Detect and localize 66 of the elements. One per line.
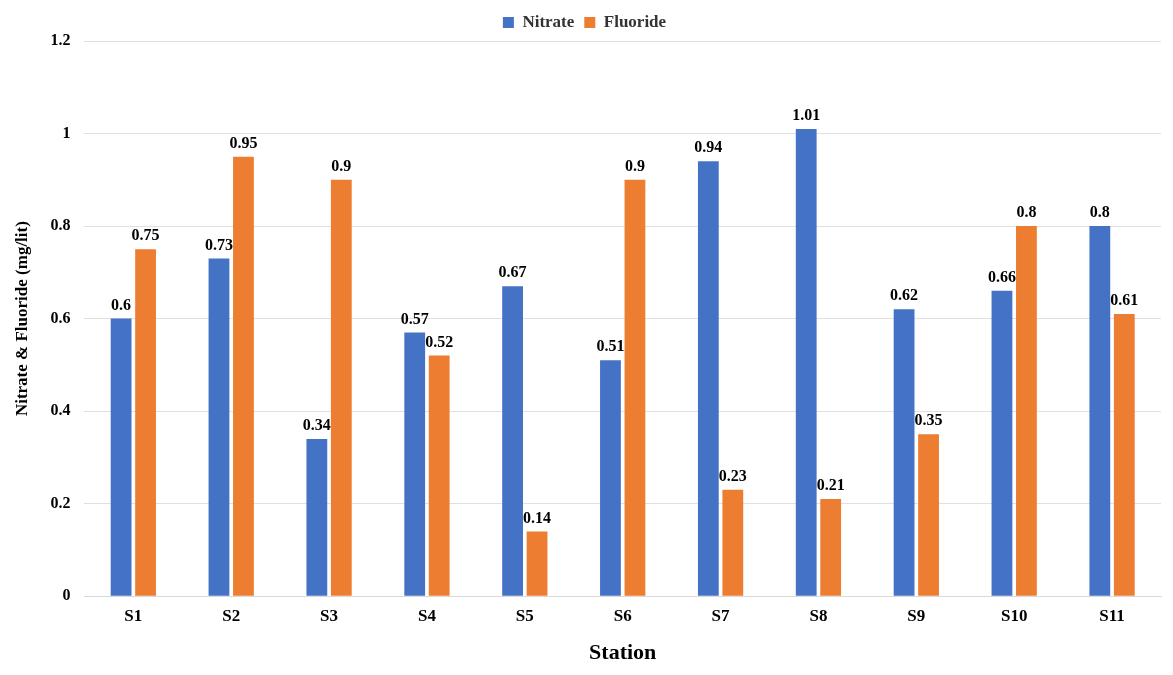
y-tick-label: 1: [62, 123, 71, 141]
data-label: 0.62: [890, 286, 919, 304]
legend-label: Nitrate: [522, 11, 575, 31]
data-label: 0.67: [498, 263, 527, 281]
bar: [820, 499, 842, 596]
bar: [404, 332, 426, 596]
bar: [1089, 226, 1111, 596]
legend-label: Fluoride: [603, 11, 667, 31]
bar: [502, 286, 523, 596]
y-tick-label: 0.4: [50, 401, 71, 419]
bar: [991, 290, 1013, 596]
bar: [428, 355, 450, 596]
data-label: 0.66: [987, 267, 1016, 285]
x-tick-label: S11: [1099, 605, 1125, 625]
bar: [526, 531, 548, 596]
x-axis-title: Station: [589, 639, 657, 665]
data-label: 0.21: [816, 476, 845, 494]
bar: [893, 309, 915, 596]
data-label: 0.23: [718, 466, 747, 484]
bar: [1016, 226, 1037, 596]
bar: [110, 318, 132, 596]
data-label: 0.6: [111, 295, 132, 313]
data-label: 0.8: [1016, 203, 1037, 221]
y-tick-label: 0: [62, 586, 71, 604]
data-label: 0.9: [624, 156, 645, 174]
y-axis-title: Nitrate & Fluoride (mg/lit): [11, 221, 31, 417]
x-tick-label: S9: [907, 605, 926, 625]
data-label: 0.52: [425, 332, 454, 350]
bar: [722, 489, 744, 596]
x-tick-label: S4: [417, 605, 437, 625]
bar: [795, 128, 817, 596]
x-tick-label: S7: [711, 605, 731, 625]
y-tick-label: 0.6: [50, 308, 71, 326]
data-label: 0.35: [914, 411, 943, 429]
x-tick-label: S8: [809, 605, 828, 625]
bar: [233, 156, 254, 596]
data-label: 0.14: [523, 508, 552, 526]
data-label: 1.01: [792, 106, 821, 124]
x-tick-label: S3: [320, 605, 339, 625]
data-label: 0.94: [694, 138, 723, 156]
x-tick-label: S2: [222, 605, 241, 625]
data-label: 0.73: [204, 235, 233, 253]
bar: [600, 360, 621, 596]
bar: [135, 249, 156, 596]
bar: [1113, 313, 1135, 596]
data-label: 0.8: [1089, 203, 1110, 221]
data-label: 0.75: [131, 226, 160, 244]
x-tick-label: S1: [124, 605, 143, 625]
x-tick-label: S5: [515, 605, 534, 625]
y-tick-label: 0.2: [50, 493, 71, 511]
data-label: 0.61: [1110, 291, 1139, 309]
y-tick-label: 0.8: [50, 216, 71, 234]
bar: [697, 161, 719, 596]
data-label: 0.57: [400, 309, 429, 327]
x-tick-label: S6: [613, 605, 632, 625]
data-label: 0.34: [302, 416, 331, 434]
data-label: 0.9: [331, 156, 352, 174]
x-tick-label: S10: [1000, 605, 1028, 625]
bar: [330, 179, 352, 596]
bar: [306, 438, 328, 596]
bar: [918, 434, 939, 596]
bar: [624, 179, 646, 596]
y-tick-label: 1.2: [50, 31, 71, 49]
data-label: 0.95: [229, 133, 258, 151]
bar: [208, 258, 230, 596]
data-label: 0.51: [596, 337, 625, 355]
